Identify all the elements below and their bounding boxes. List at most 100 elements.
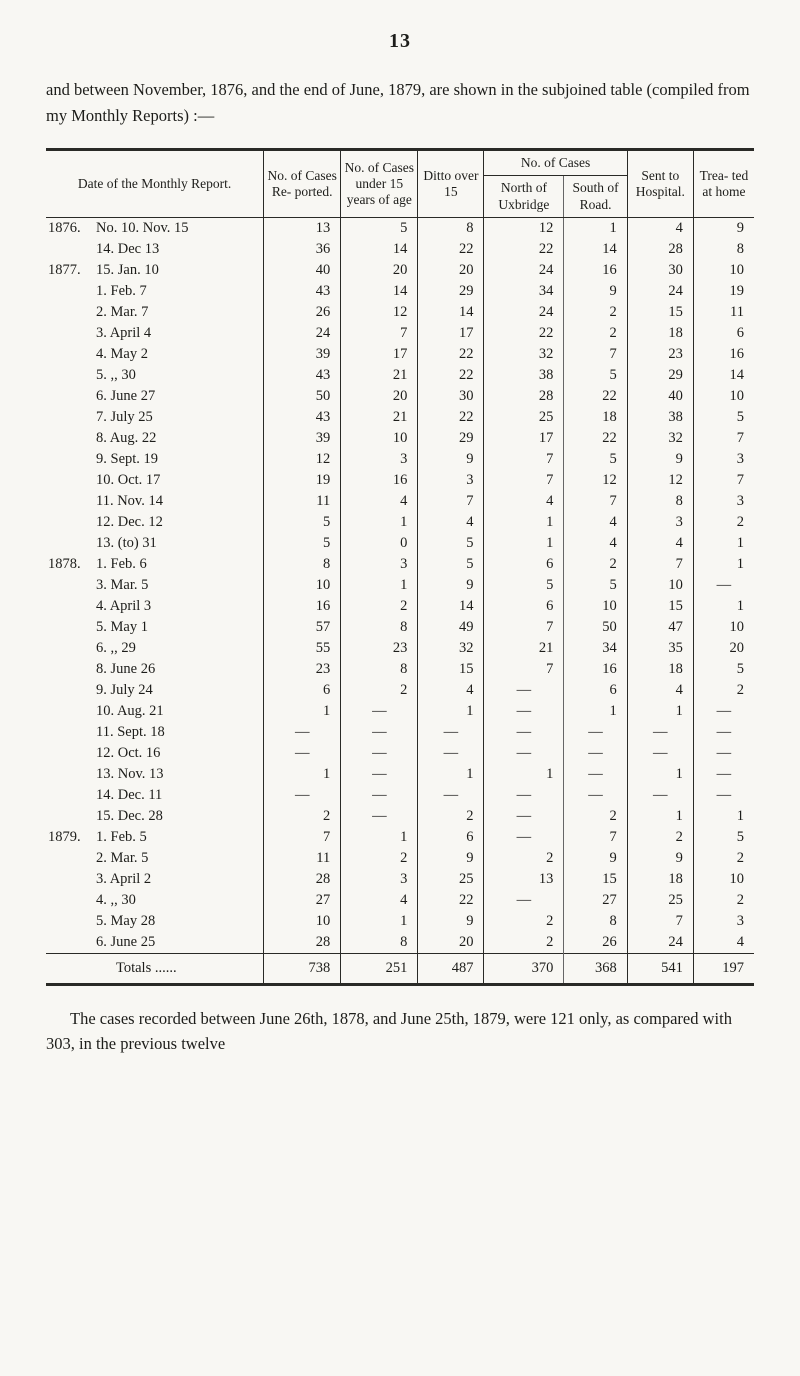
table-cell: 22 [418,890,484,911]
table-cell: 16 [564,659,627,680]
table-cell: 14 [418,596,484,617]
table-cell: 2 [341,680,418,701]
table-cell: 23 [627,344,693,365]
table-cell: 32 [418,638,484,659]
table-cell: — [693,743,754,764]
table-cell: 15 [418,659,484,680]
table-row: 1878.1. Feb. 68356271 [46,554,754,575]
table-cell: 11 [693,302,754,323]
table-cell: 9 [627,848,693,869]
table-cell: 17 [341,344,418,365]
table-cell: 27 [564,890,627,911]
table-cell: — [484,806,564,827]
table-cell: 9 [418,848,484,869]
table-cell: 4 [693,932,754,954]
table-cell: 1 [627,701,693,722]
table-cell: 2 [341,596,418,617]
table-cell: 4 [341,491,418,512]
table-cell: 8 [564,911,627,932]
table-cell: 20 [418,932,484,954]
table-row: 3. April 22832513151810 [46,869,754,890]
table-row: 5. May 2810192873 [46,911,754,932]
table-cell: 24 [484,302,564,323]
table-cell: 4 [418,512,484,533]
table-cell: 1 [484,533,564,554]
table-cell: 28 [264,869,341,890]
table-cell: — [341,701,418,722]
table-cell: 10 [564,596,627,617]
table-cell: 39 [264,428,341,449]
col-date-header: Date of the Monthly Report. [46,150,264,218]
table-cell: 3 [627,512,693,533]
table-cell: 50 [564,617,627,638]
table-cell: 14 [693,365,754,386]
date-cell: 11. Sept. 18 [46,722,264,743]
table-row: 13. Nov. 131—11—1— [46,764,754,785]
table-cell: 12 [564,470,627,491]
date-cell: 10. Oct. 17 [46,470,264,491]
table-row: 2. Mar. 72612142421511 [46,302,754,323]
table-cell: 6 [564,680,627,701]
table-row: 14. Dec 133614222214288 [46,239,754,260]
table-cell: — [693,575,754,596]
table-cell: 487 [418,953,484,984]
table-row: 3. April 424717222186 [46,323,754,344]
table-row: 5. May 1578497504710 [46,617,754,638]
table-cell: 13 [264,217,341,239]
date-cell: 4. May 2 [46,344,264,365]
table-cell: 7 [693,470,754,491]
col-home-header: Trea- ted at home [693,150,754,218]
table-cell: 11 [264,491,341,512]
table-row: 1879.1. Feb. 5716—725 [46,827,754,848]
table-cell: 18 [627,659,693,680]
col-ncases-header: No. of Cases Re- ported. [264,150,341,218]
table-cell: 43 [264,407,341,428]
table-row: 1. Feb. 74314293492419 [46,281,754,302]
table-cell: 30 [418,386,484,407]
table-cell: 1 [341,512,418,533]
table-cell: 6 [484,554,564,575]
table-cell: 24 [484,260,564,281]
table-cell: 9 [418,911,484,932]
table-row: 2. Mar. 511292992 [46,848,754,869]
table-cell: 22 [418,344,484,365]
table-cell: — [341,743,418,764]
table-cell: 1 [564,701,627,722]
date-cell: 7. July 25 [46,407,264,428]
table-cell: 1 [627,806,693,827]
table-cell: 8 [341,659,418,680]
table-cell: 14 [418,302,484,323]
table-cell: 7 [341,323,418,344]
table-cell: 9 [564,848,627,869]
table-cell: 32 [627,428,693,449]
table-cell: 3 [341,554,418,575]
table-cell: 4 [484,491,564,512]
table-cell: 17 [418,323,484,344]
table-row: 4. April 316214610151 [46,596,754,617]
table-cell: 25 [418,869,484,890]
table-cell: 28 [484,386,564,407]
table-cell: 2 [484,848,564,869]
date-cell: 6. ,, 29 [46,638,264,659]
table-cell: 251 [341,953,418,984]
table-cell: 10 [264,911,341,932]
table-cell: 19 [693,281,754,302]
table-cell: 10 [341,428,418,449]
table-cell: — [484,722,564,743]
table-cell: 9 [627,449,693,470]
table-cell: — [484,680,564,701]
table-cell: 7 [484,617,564,638]
table-cell: 9 [564,281,627,302]
table-row: 3. Mar. 510195510— [46,575,754,596]
table-cell: 4 [627,533,693,554]
date-cell: 6. June 25 [46,932,264,954]
table-cell: 29 [418,281,484,302]
table-cell: — [484,890,564,911]
table-header: Date of the Monthly Report. No. of Cases… [46,150,754,218]
table-cell: 1 [484,512,564,533]
table-cell: — [264,743,341,764]
table-cell: 49 [418,617,484,638]
date-cell: 11. Nov. 14 [46,491,264,512]
table-cell: 22 [484,239,564,260]
table-cell: 5 [564,449,627,470]
